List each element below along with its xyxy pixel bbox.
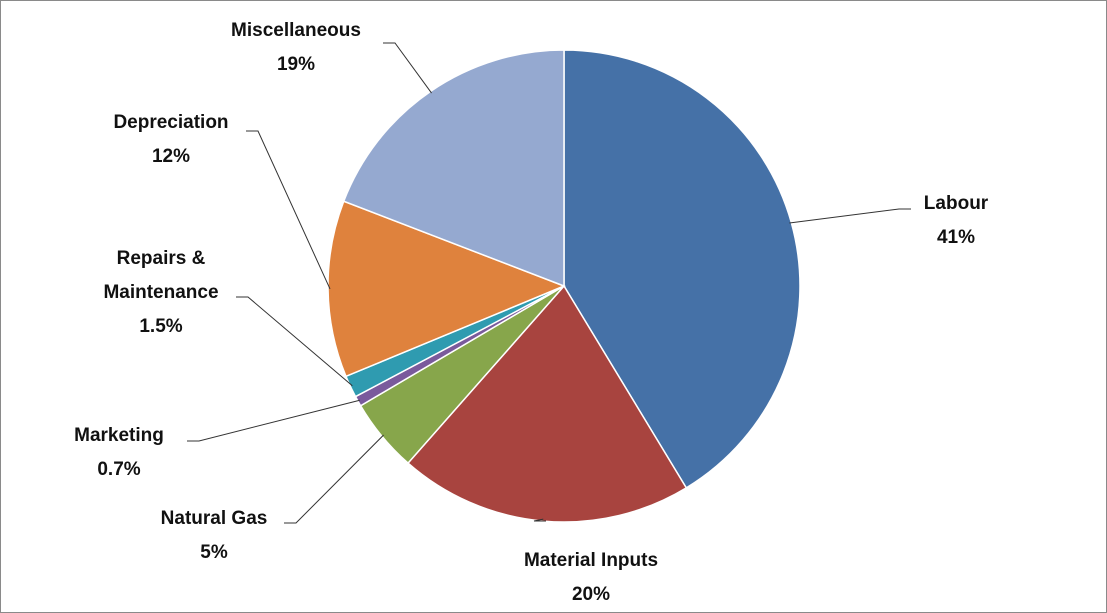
value-label: 0.7%: [97, 459, 141, 480]
leader-line: [383, 42, 432, 94]
leader-line: [246, 130, 331, 290]
data-label: Repairs & Maintenance 1.5%: [91, 242, 231, 344]
value-label: 5%: [200, 542, 228, 563]
category-label: Depreciation: [113, 112, 229, 133]
category-label: Natural Gas: [160, 508, 268, 529]
category-label: Material Inputs: [523, 550, 659, 571]
data-label: Miscellaneous 19%: [231, 14, 361, 82]
value-label: 41%: [936, 227, 976, 248]
pie-slice: [327, 200, 567, 378]
leader-line: [236, 296, 353, 387]
leader-line: [187, 399, 360, 442]
data-label: Marketing 0.7%: [74, 419, 164, 487]
category-label: Miscellaneous: [231, 20, 361, 41]
leader-line: [533, 518, 546, 522]
value-label: 1.5%: [139, 316, 183, 337]
data-label: Material Inputs 20%: [524, 544, 658, 612]
value-label: 19%: [276, 54, 316, 75]
data-label: Labour 41%: [924, 187, 988, 255]
value-label: 12%: [151, 146, 191, 167]
category-label: Marketing: [74, 425, 164, 446]
leader-line: [284, 434, 384, 524]
value-label: 20%: [571, 584, 611, 605]
data-label: Natural Gas 5%: [161, 502, 268, 570]
data-label: Depreciation 12%: [113, 106, 228, 174]
category-label: Repairs & Maintenance: [103, 248, 219, 303]
category-label: Labour: [923, 193, 989, 214]
leader-line: [789, 208, 911, 224]
